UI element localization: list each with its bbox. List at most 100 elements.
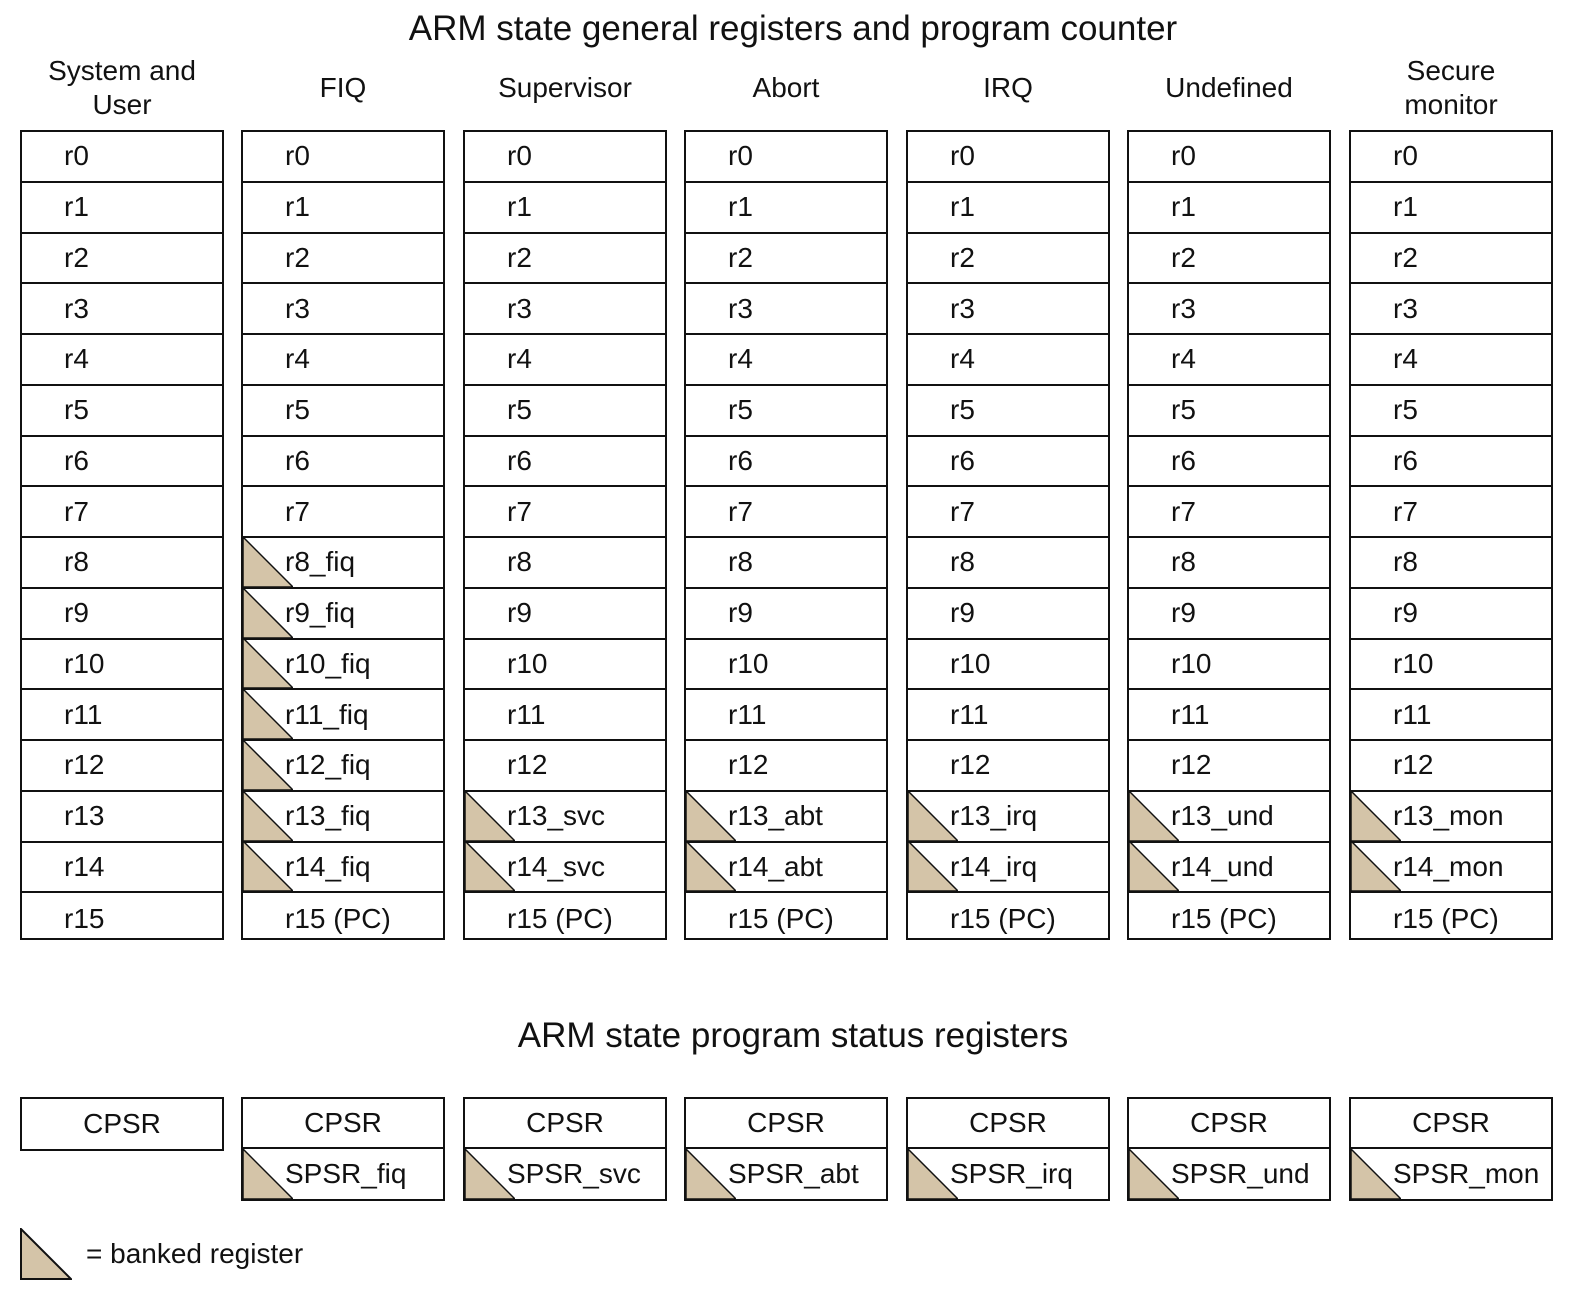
register-cell: r9	[22, 589, 222, 640]
register-label: r1	[64, 191, 89, 223]
register-cell: r6	[243, 437, 443, 488]
register-label: r12	[1171, 749, 1212, 781]
register-label: r3	[950, 292, 975, 324]
legend: = banked register	[20, 1228, 303, 1280]
register-label: r0	[728, 140, 753, 172]
register-cell: r2	[22, 234, 222, 285]
mode-name: Undefined	[1165, 72, 1293, 103]
register-label: r1	[728, 191, 753, 223]
register-label: r9	[728, 597, 753, 629]
banked-triangle-icon	[243, 739, 293, 790]
banked-triangle-icon	[243, 536, 293, 587]
banked-register-cell: r11_fiq	[243, 689, 443, 741]
register-label: r13	[64, 800, 105, 832]
mode-header: IRQ	[906, 52, 1110, 124]
register-label: r11	[1393, 698, 1432, 730]
register-label: r14_und	[1171, 850, 1274, 882]
register-cell: r10	[465, 640, 665, 691]
register-label: r8	[728, 546, 753, 578]
register-label: r9	[1171, 597, 1196, 629]
mode-name: System and User	[48, 55, 196, 120]
register-label: r8	[1171, 546, 1196, 578]
register-label: r7	[507, 495, 532, 527]
register-label: r4	[64, 343, 89, 375]
banked-register-cell: r12_fiq	[243, 739, 443, 792]
status-register-bank: CPSR SPSR_und	[1127, 1097, 1331, 1201]
register-label: r11_fiq	[285, 698, 369, 730]
mode-header: System and User	[20, 52, 224, 124]
general-registers-title: ARM state general registers and program …	[408, 9, 1178, 48]
register-label: r10	[1393, 647, 1434, 679]
register-label: r5	[64, 394, 89, 426]
register-label: r13_und	[1171, 800, 1274, 832]
banked-triangle-icon	[243, 790, 293, 841]
register-label: r8	[507, 546, 532, 578]
register-label: r2	[64, 241, 89, 273]
register-label: r0	[507, 140, 532, 172]
register-label: r2	[507, 241, 532, 273]
register-label: r13_fiq	[285, 800, 371, 832]
register-cell: r3	[1351, 284, 1551, 335]
register-cell: r5	[465, 386, 665, 437]
register-label: r1	[285, 191, 310, 223]
register-label: r2	[285, 241, 310, 273]
register-label: r3	[64, 292, 89, 324]
banked-triangle-icon	[20, 1228, 72, 1280]
register-bank: r0 r1 r2 r3 r4 r5 r6 r7 r8 r9 r10 r11 r12 r13_mon r14_…	[1349, 130, 1553, 940]
register-label: r6	[728, 444, 753, 476]
register-label: r13_svc	[507, 800, 606, 832]
status-register-bank: CPSR SPSR_fiq	[241, 1097, 445, 1201]
register-cell: r8	[22, 538, 222, 589]
status-register-label: CPSR	[83, 1108, 161, 1139]
register-label: r9	[1393, 597, 1418, 629]
register-cell: r9	[465, 589, 665, 640]
cpsr-cell: CPSR	[686, 1099, 886, 1149]
register-label: r10	[64, 647, 105, 679]
mode-header: Secure monitor	[1349, 52, 1553, 124]
register-label: r4	[507, 343, 532, 375]
register-label: r6	[950, 444, 975, 476]
register-label: r3	[728, 292, 753, 324]
register-label: r0	[1171, 140, 1196, 172]
banked-triangle-icon	[686, 790, 736, 841]
banked-triangle-icon	[243, 689, 293, 739]
register-label: r12	[950, 749, 991, 781]
register-cell: r4	[1129, 335, 1329, 386]
register-label: r13_mon	[1393, 800, 1504, 832]
register-cell: r9	[1351, 589, 1551, 640]
banked-register-cell: r14_mon	[1351, 841, 1551, 894]
register-label: r4	[1393, 343, 1418, 375]
status-register-label: SPSR_irq	[950, 1158, 1073, 1189]
register-label: r4	[1171, 343, 1196, 375]
register-cell: r0	[686, 132, 886, 183]
register-cell: r0	[908, 132, 1108, 183]
status-register-label: CPSR	[1412, 1107, 1490, 1138]
register-cell: r7	[22, 487, 222, 538]
register-label: r11	[1171, 698, 1210, 730]
banked-triangle-icon	[908, 1149, 958, 1199]
banked-triangle-icon	[465, 1149, 515, 1199]
register-cell: r4	[686, 335, 886, 386]
register-cell: r7	[686, 487, 886, 538]
register-cell: r2	[1129, 234, 1329, 285]
register-label: r4	[728, 343, 753, 375]
register-label: r14_svc	[507, 850, 606, 882]
register-label: r8	[950, 546, 975, 578]
register-label: r5	[728, 394, 753, 426]
register-cell: r6	[22, 437, 222, 488]
register-label: r15 (PC)	[1171, 902, 1277, 934]
register-cell: r10	[22, 640, 222, 691]
register-cell: r7	[1129, 487, 1329, 538]
register-cell: r3	[1129, 284, 1329, 335]
register-cell: r14	[22, 843, 222, 894]
register-label: r6	[285, 444, 310, 476]
register-cell: r2	[686, 234, 886, 285]
register-label: r5	[950, 394, 975, 426]
register-cell: r4	[908, 335, 1108, 386]
register-cell: r6	[465, 437, 665, 488]
register-label: r1	[950, 191, 975, 223]
banked-triangle-icon	[908, 790, 958, 841]
status-register-label: CPSR	[526, 1107, 604, 1138]
register-label: r3	[1171, 292, 1196, 324]
register-cell: r11	[1129, 690, 1329, 741]
